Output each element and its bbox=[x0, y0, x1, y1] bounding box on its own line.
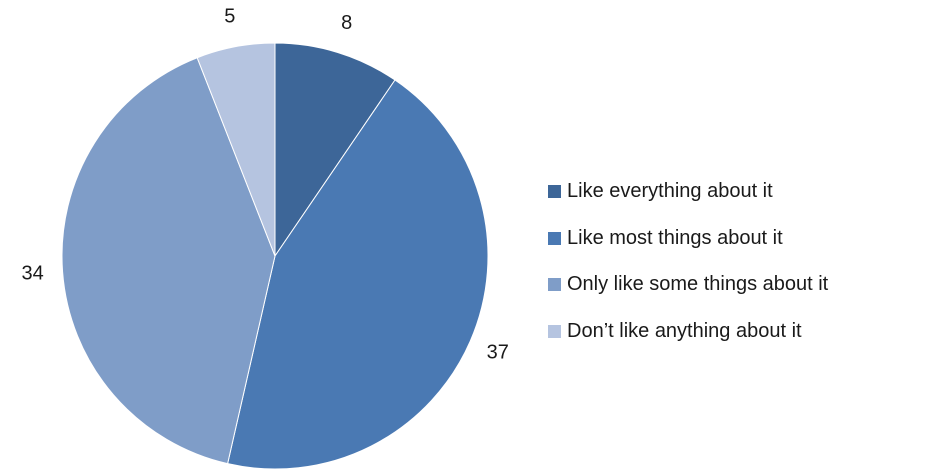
pie-slice-like-everything bbox=[274, 42, 396, 258]
legend-swatch bbox=[548, 278, 561, 291]
pie-slice-dont-like-anything bbox=[196, 42, 276, 257]
pie-slice-only-like-some bbox=[61, 57, 276, 465]
legend-swatch bbox=[548, 324, 561, 338]
legend-item-like-everything: Like everything about it bbox=[548, 180, 828, 203]
pie-data-labels: 8 37 34 5 bbox=[22, 6, 509, 364]
pie-chart: 8 37 34 5 bbox=[22, 6, 509, 470]
legend-item-only-like-some: Only like some things about it bbox=[548, 273, 828, 296]
data-label-like-everything: 8 bbox=[341, 12, 352, 34]
legend-item-like-most: Like most things about it bbox=[548, 227, 828, 250]
chart-legend: Like everything about it Like most thing… bbox=[548, 180, 828, 366]
legend-label: Like most things about it bbox=[567, 226, 783, 249]
legend-label: Only like some things about it bbox=[567, 273, 829, 295]
data-label-like-most: 37 bbox=[487, 341, 509, 363]
pie-slices bbox=[61, 42, 489, 470]
legend-swatch bbox=[548, 185, 561, 198]
pie-slice-like-most bbox=[227, 79, 489, 470]
data-label-only-like-some: 34 bbox=[22, 262, 44, 284]
data-label-dont-like-anything: 5 bbox=[224, 6, 235, 28]
legend-label: Like everything about it bbox=[567, 180, 773, 202]
legend-item-dont-like-anything: Don’t like anything about it bbox=[548, 320, 828, 343]
legend-swatch bbox=[548, 231, 561, 245]
legend-label: Don’t like anything about it bbox=[567, 319, 802, 342]
